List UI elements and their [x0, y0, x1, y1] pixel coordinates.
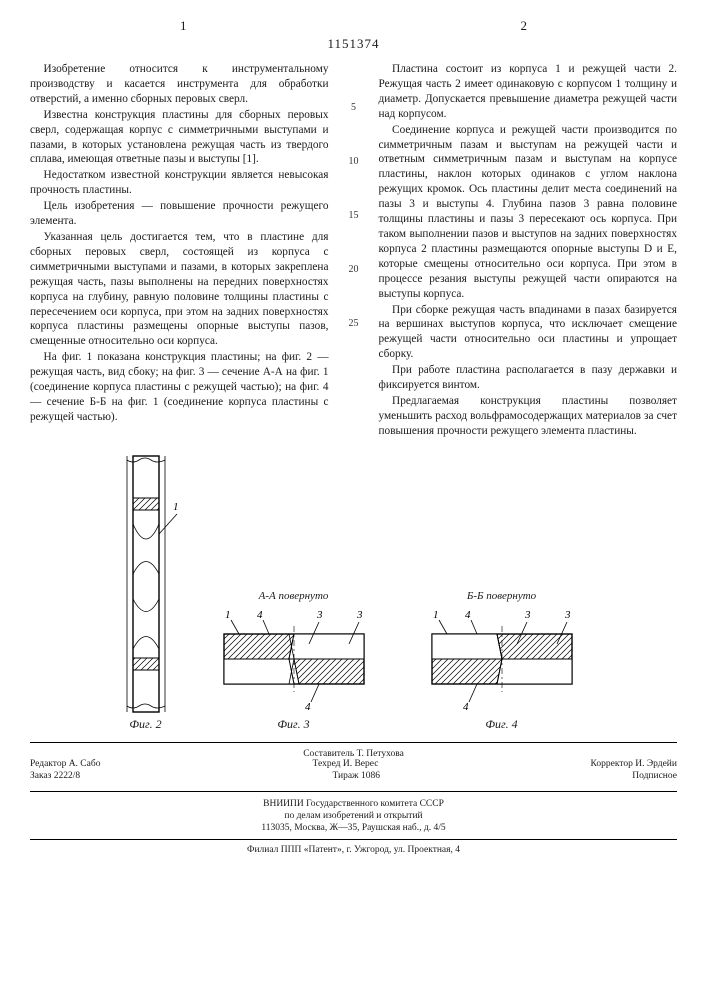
para: Соединение корпуса и режущей части произ… [379, 123, 678, 302]
figure-4-svg: 1 4 3 3 4 [407, 604, 597, 714]
col-num-left: 1 [180, 18, 187, 34]
ref: 4 [463, 701, 469, 713]
right-column: Пластина состоит из корпуса 1 и режущей … [379, 62, 678, 440]
para: Изобретение относится к инструментальном… [30, 62, 329, 107]
ref-1: 1 [173, 501, 179, 513]
footer-addr1: 113035, Москва, Ж—35, Раушская наб., д. … [30, 822, 677, 834]
line-num: 5 [347, 90, 361, 126]
figure-2-svg: 1 [111, 454, 181, 714]
ref: 3 [524, 609, 531, 621]
ref: 1 [433, 609, 439, 621]
para: Недостатком известной конструкции являет… [30, 168, 329, 198]
ref: 4 [465, 609, 471, 621]
figure-3-svg: 1 4 3 3 4 [199, 604, 389, 714]
divider [30, 791, 677, 792]
figure-4-caption: Фиг. 4 [485, 717, 517, 732]
techred: Техред И. Верес [313, 759, 379, 769]
para: При сборке режущая часть впадинами в паз… [379, 303, 678, 363]
credits-row-2: Заказ 2222/8 Тираж 1086 Подписное [30, 771, 677, 781]
line-num: 20 [347, 252, 361, 288]
figure-2-caption: Фиг. 2 [129, 717, 161, 732]
para: Пластина состоит из корпуса 1 и режущей … [379, 62, 678, 122]
patent-number: 1151374 [30, 36, 677, 52]
ref: 3 [356, 609, 363, 621]
para: Указанная цель достигается тем, что в пл… [30, 230, 329, 349]
para: На фиг. 1 показана конструкция пластины;… [30, 350, 329, 425]
para: При работе пластина располагается в пазу… [379, 363, 678, 393]
ref: 1 [225, 609, 231, 621]
compiler: Составитель Т. Петухова [30, 749, 677, 759]
figures-row: 1 Фиг. 2 А-А повернуто 1 [30, 454, 677, 732]
credits-row-1: Редактор А. Сабо Техред И. Верес Коррект… [30, 759, 677, 769]
subscr: Подписное [632, 771, 677, 781]
footer: ВНИИПИ Государственного комитета СССР по… [30, 798, 677, 856]
figure-3-section-label: А-А повернуто [259, 590, 329, 602]
left-column: Изобретение относится к инструментальном… [30, 62, 329, 440]
figure-3: А-А повернуто 1 4 3 3 [199, 590, 389, 732]
page: 1 2 1151374 Изобретение относится к инст… [0, 0, 707, 868]
footer-addr2: Филиал ППП «Патент», г. Ужгород, ул. Про… [30, 844, 677, 856]
tirage: Тираж 1086 [332, 771, 380, 781]
line-num: 15 [347, 198, 361, 234]
figure-2: 1 Фиг. 2 [111, 454, 181, 732]
line-number-gutter: 5 10 15 20 25 [347, 62, 361, 440]
para: Предлагаемая конструкция пластины позвол… [379, 394, 678, 439]
figure-4-section-label: Б-Б повернуто [467, 590, 536, 602]
figure-4: Б-Б повернуто 1 4 3 3 4 Фиг. 4 [407, 590, 597, 732]
ref: 3 [316, 609, 323, 621]
editor: Редактор А. Сабо [30, 759, 100, 769]
text-columns: Изобретение относится к инструментальном… [30, 62, 677, 440]
ref: 4 [257, 609, 263, 621]
para: Цель изобретения — повышение прочности р… [30, 199, 329, 229]
order: Заказ 2222/8 [30, 771, 80, 781]
footer-org: ВНИИПИ Государственного комитета СССР [30, 798, 677, 810]
ref: 3 [564, 609, 571, 621]
line-num: 25 [347, 306, 361, 342]
para: Известна конструкция пластины для сборны… [30, 108, 329, 168]
footer-dept: по делам изобретений и открытий [30, 810, 677, 822]
figure-3-caption: Фиг. 3 [277, 717, 309, 732]
column-numbers: 1 2 [30, 18, 677, 34]
divider [30, 742, 677, 743]
line-num: 10 [347, 144, 361, 180]
ref: 4 [305, 701, 311, 713]
col-num-right: 2 [521, 18, 528, 34]
corrector: Корректор И. Эрдейи [591, 759, 677, 769]
